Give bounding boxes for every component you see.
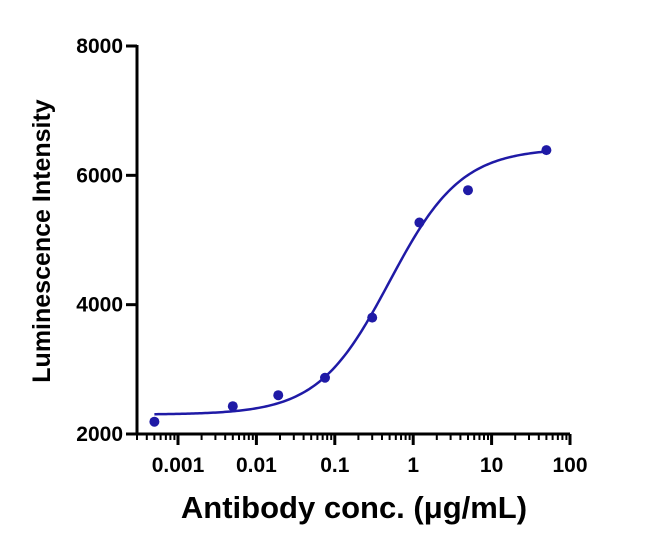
x-tick-label: 100 xyxy=(552,454,587,477)
data-point xyxy=(227,401,238,412)
data-point xyxy=(273,390,284,401)
x-tick-label: 0.1 xyxy=(320,454,350,477)
x-tick-label: 1 xyxy=(407,454,419,477)
fit-curve-group xyxy=(154,150,547,416)
y-tick-label: 8000 xyxy=(76,35,123,58)
y-tick-label: 2000 xyxy=(76,423,123,446)
data-points xyxy=(149,145,552,427)
data-point xyxy=(414,217,425,228)
y-tick-label: 4000 xyxy=(76,294,123,317)
data-point xyxy=(462,185,473,196)
y-axis-title: Luminescence Intensity xyxy=(28,99,56,383)
x-axis-title: Antibody conc. (μg/mL) xyxy=(181,490,527,525)
x-tick-label: 0.01 xyxy=(236,454,277,477)
data-point xyxy=(367,312,378,323)
fit-curve xyxy=(154,150,547,416)
data-point xyxy=(320,372,331,383)
x-tick-label: 10 xyxy=(480,454,503,477)
y-tick-label: 6000 xyxy=(76,164,123,187)
x-tick-label: 0.001 xyxy=(152,454,205,477)
data-point xyxy=(149,416,160,427)
axes: 2000 4000 6000 8000 0.001 0.01 0.1 1 10 100 xyxy=(76,35,587,477)
data-point xyxy=(541,145,552,156)
